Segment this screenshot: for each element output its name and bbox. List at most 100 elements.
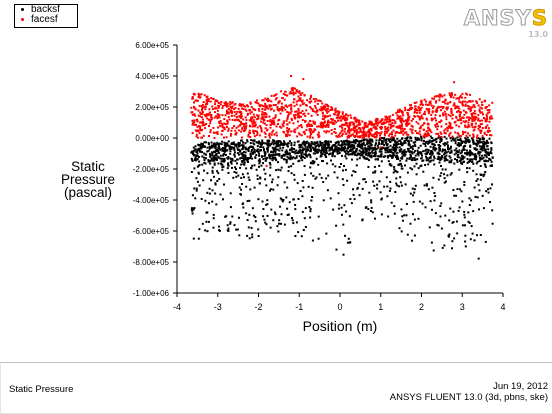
facesf-point (402, 129, 405, 132)
backsf-point (358, 194, 361, 197)
backsf-point (246, 219, 249, 221)
facesf-point (443, 100, 446, 103)
facesf-point (374, 122, 377, 125)
backsf-point (221, 140, 224, 143)
backsf-point (415, 173, 418, 176)
facesf-point (298, 125, 301, 127)
facesf-point (278, 100, 281, 103)
backsf-point (221, 157, 224, 160)
facesf-point (321, 102, 324, 105)
facesf-point (440, 109, 442, 112)
backsf-point (333, 155, 336, 158)
backsf-point (462, 147, 465, 150)
backsf-point (193, 167, 196, 170)
facesf-point (490, 117, 493, 120)
backsf-point (241, 183, 244, 185)
backsf-point (250, 226, 253, 229)
backsf-point (338, 148, 340, 151)
backsf-point (304, 145, 307, 148)
facesf-point (199, 126, 202, 129)
facesf-point (442, 112, 445, 115)
backsf-point (374, 146, 377, 149)
backsf-point (321, 147, 324, 150)
facesf-point (310, 129, 313, 132)
backsf-point (246, 140, 249, 143)
backsf-point (253, 139, 256, 142)
backsf-point (411, 239, 413, 242)
facesf-point (441, 107, 444, 110)
backsf-point (485, 156, 488, 159)
backsf-point (424, 164, 427, 166)
backsf-point (318, 149, 321, 152)
facesf-point (282, 107, 285, 109)
backsf-point (280, 213, 283, 216)
facesf-point (418, 130, 421, 133)
backsf-point (283, 181, 286, 184)
backsf-point (441, 246, 444, 249)
facesf-point (310, 114, 313, 117)
backsf-point (336, 151, 339, 154)
backsf-point (308, 146, 311, 149)
backsf-point (420, 137, 423, 140)
facesf-point (380, 128, 383, 130)
backsf-point (476, 178, 479, 181)
facesf-point (310, 107, 313, 110)
facesf-point (213, 116, 216, 119)
backsf-point (413, 151, 416, 154)
facesf-point (339, 132, 342, 135)
facesf-point (375, 121, 378, 124)
facesf-point (225, 105, 228, 108)
facesf-point (315, 111, 318, 114)
backsf-point (254, 220, 257, 223)
backsf-point (262, 215, 265, 218)
backsf-point (304, 226, 307, 228)
facesf-point (353, 125, 356, 128)
backsf-point (436, 158, 439, 160)
facesf-point (460, 119, 463, 122)
backsf-point (222, 149, 225, 152)
facesf-point (481, 135, 484, 138)
facesf-point (279, 108, 282, 111)
backsf-point (272, 140, 275, 142)
facesf-point (366, 131, 369, 134)
backsf-point (331, 152, 334, 155)
backsf-point (336, 147, 339, 150)
facesf-point (353, 122, 356, 125)
backsf-point (374, 142, 377, 145)
backsf-point (335, 224, 338, 227)
facesf-point (408, 115, 411, 118)
backsf-point (431, 137, 434, 140)
backsf-point (222, 147, 225, 150)
facesf-point (470, 117, 473, 120)
facesf-point (269, 136, 272, 139)
backsf-point (249, 146, 252, 149)
facesf-point (397, 111, 400, 114)
backsf-point (285, 161, 288, 164)
backsf-point (447, 235, 450, 238)
backsf-point (395, 182, 398, 185)
backsf-point (363, 178, 366, 181)
facesf-point (449, 101, 452, 104)
backsf-point (453, 237, 456, 240)
backsf-point (323, 153, 326, 156)
backsf-point (320, 149, 323, 152)
facesf-point (358, 126, 361, 129)
facesf-point (320, 107, 323, 110)
backsf-point (467, 151, 470, 154)
backsf-point (273, 211, 276, 214)
backsf-point (211, 154, 214, 157)
backsf-point (217, 146, 220, 149)
backsf-point (413, 165, 416, 168)
backsf-point (395, 144, 397, 147)
backsf-point (340, 149, 343, 152)
backsf-point (238, 142, 241, 145)
backsf-point (385, 138, 388, 141)
facesf-point (370, 127, 373, 130)
backsf-point (429, 152, 431, 155)
facesf-point (395, 126, 398, 128)
facesf-point (266, 99, 268, 101)
facesf-point (223, 126, 226, 129)
backsf-point (421, 154, 423, 157)
backsf-point (427, 188, 430, 191)
backsf-point (477, 150, 480, 153)
